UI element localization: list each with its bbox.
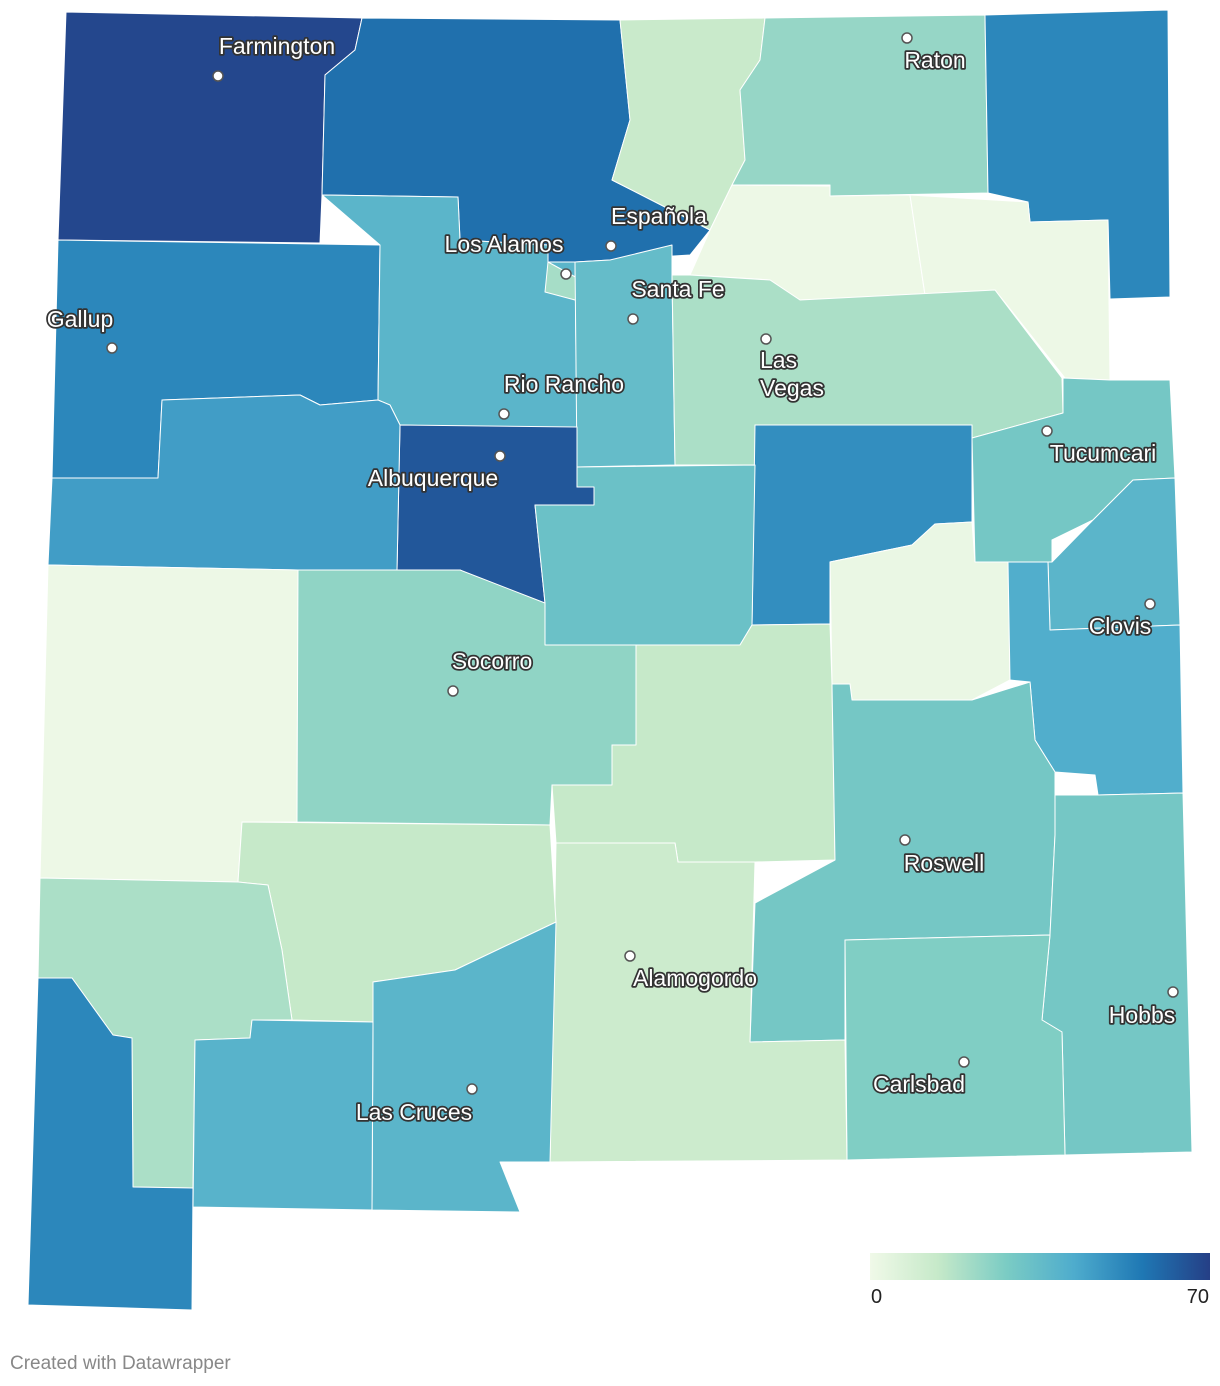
city-dot: [901, 32, 913, 44]
city-label: Gallup: [47, 306, 113, 332]
city-label: Los Alamos: [445, 231, 564, 257]
city-label: Albuquerque: [368, 465, 498, 491]
city-dot: [498, 408, 510, 420]
city-label: Española: [611, 203, 707, 229]
city-dot: [212, 70, 224, 82]
legend-label: 0: [871, 1286, 882, 1308]
city-label: Clovis: [1089, 613, 1152, 639]
county: [844, 934, 1066, 1161]
city-label: Rio Rancho: [504, 371, 624, 397]
city-dot: [1144, 598, 1156, 610]
city-dot: [627, 313, 639, 325]
city-dot: [1041, 425, 1053, 437]
city-label: Roswell: [904, 850, 985, 876]
city-label: Raton: [904, 47, 965, 73]
city-dot: [760, 333, 772, 345]
city-dot: [1167, 986, 1179, 998]
credit: Created with Datawrapper: [10, 1353, 231, 1374]
city-dot: [494, 450, 506, 462]
city-dot: [958, 1056, 970, 1068]
city-dot: [560, 268, 572, 280]
county: [731, 14, 989, 197]
county: [971, 377, 1176, 563]
city-label: Las Vegas: [760, 347, 824, 401]
city-dot: [447, 685, 459, 697]
city-label: Hobbs: [1109, 1002, 1175, 1028]
city-label: Tucumcari: [1050, 440, 1157, 466]
county: [1041, 792, 1193, 1156]
legend-label: 70: [1187, 1286, 1209, 1308]
city-label: Alamogordo: [633, 965, 757, 991]
city-dot: [106, 342, 118, 354]
city-label: Farmington: [219, 33, 335, 59]
city-dot: [899, 834, 911, 846]
counties: [27, 9, 1193, 1311]
county: [549, 842, 848, 1163]
city-dot: [466, 1083, 478, 1095]
county: [1007, 561, 1184, 796]
city-label: Las Cruces: [356, 1099, 472, 1125]
city-label: Socorro: [452, 648, 533, 674]
cities: Farmington Raton Española Los Alamos Santa F…: [45, 31, 1179, 1127]
city-dot: [605, 240, 617, 252]
city-label: Santa Fe: [631, 276, 724, 302]
city-dot: [624, 950, 636, 962]
county: [192, 1019, 374, 1211]
city-label: Carlsbad: [873, 1071, 965, 1097]
legend-gradient: [870, 1253, 1210, 1280]
county: [27, 977, 194, 1311]
